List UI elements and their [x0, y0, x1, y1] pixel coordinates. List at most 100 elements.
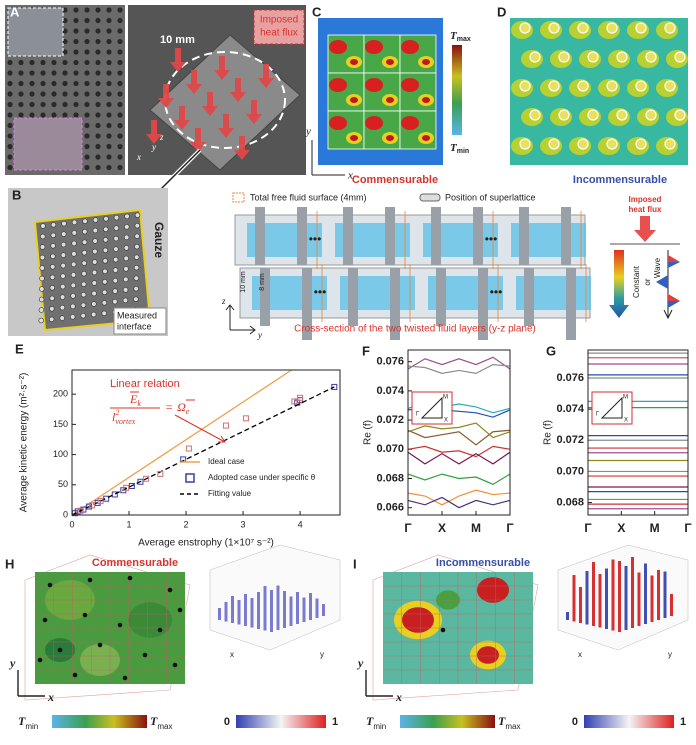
dots: ••• [309, 232, 322, 246]
bar-3d [263, 586, 267, 606]
axis-label: x [347, 170, 353, 182]
line [407, 429, 511, 446]
hole [59, 294, 66, 300]
height-label: 10 mm [240, 271, 247, 293]
bar-3d [592, 562, 595, 612]
panel-label: E [15, 341, 24, 356]
dot [57, 647, 63, 653]
hole [40, 91, 46, 97]
cell [327, 34, 365, 74]
marker-ring [635, 138, 647, 150]
blob [128, 602, 172, 638]
box [557, 544, 689, 651]
hole [112, 298, 118, 305]
hole [40, 233, 46, 240]
y-tick-label: 0.074 [376, 385, 404, 397]
bar-3d [315, 598, 319, 615]
dot [157, 627, 163, 633]
hole [106, 7, 112, 13]
hole [51, 91, 57, 97]
hole [91, 259, 98, 265]
heat-flux-label: heat flux [260, 28, 298, 39]
marker-ring [674, 51, 686, 63]
bar-3d [631, 557, 634, 607]
hole [117, 91, 123, 97]
hole [73, 7, 79, 13]
marker-ring [606, 80, 618, 92]
hole [106, 143, 112, 150]
hole [18, 70, 24, 76]
tmax: Tmax [150, 714, 172, 731]
y-tick-label: 0.068 [556, 496, 584, 508]
hole [95, 17, 101, 24]
hole [117, 28, 123, 34]
hole [117, 17, 123, 24]
hole [84, 28, 90, 34]
hole [69, 314, 76, 320]
bar-3d [218, 608, 221, 620]
hole [122, 297, 129, 304]
hole [117, 112, 123, 118]
bar-3d [644, 563, 647, 614]
hole [124, 213, 130, 220]
gauze-label: Gauze [152, 222, 166, 258]
y-tick-label: 0.068 [376, 472, 404, 484]
axis-label: y [668, 650, 672, 659]
formula-rhs: = Ωe [165, 400, 190, 417]
legend-swatch [232, 192, 245, 203]
hole [123, 255, 129, 262]
hole [134, 254, 140, 260]
hole [49, 295, 55, 301]
hole [123, 276, 129, 283]
axis-label: y [151, 142, 156, 152]
y-tick-label: 0.076 [376, 356, 404, 368]
hole [73, 112, 79, 118]
caption: Commensurable [352, 174, 438, 186]
bar-3d [624, 583, 628, 606]
arrow [258, 64, 274, 88]
panel-label: B [12, 187, 21, 202]
point [291, 398, 298, 405]
point [185, 445, 192, 452]
hole [95, 122, 101, 129]
max: max [457, 36, 471, 43]
hole [73, 91, 79, 97]
hole [71, 240, 77, 247]
marker-ring [635, 22, 647, 34]
sub: max [157, 722, 172, 731]
panel-label: G [546, 343, 556, 358]
hole [95, 143, 101, 150]
hole [49, 274, 56, 280]
hole [122, 287, 129, 293]
hot-spot [386, 97, 394, 103]
blob [80, 644, 120, 676]
hot-spot [350, 135, 358, 141]
arrow [170, 48, 186, 72]
hole [106, 133, 112, 139]
arrow [190, 128, 206, 152]
dots: ••• [490, 285, 503, 299]
sym: E [129, 392, 138, 406]
hole [117, 59, 123, 66]
hot-spot [401, 78, 419, 92]
cell [327, 72, 365, 112]
panel-label: C [312, 4, 322, 19]
hole [62, 59, 68, 66]
min: min [457, 148, 469, 155]
hole [7, 101, 13, 108]
schematic: ••• ••• ••• ••• [247, 207, 591, 340]
pillar [478, 268, 488, 340]
t: T [450, 30, 458, 42]
hole [84, 154, 90, 160]
marker-ring [674, 109, 686, 121]
zoom-box [7, 7, 64, 57]
tmin: Tmin [366, 714, 386, 731]
pillar [385, 207, 395, 265]
hole [102, 247, 109, 254]
dot [127, 575, 133, 581]
y-tick-label: 0.066 [376, 502, 404, 514]
hole [71, 230, 78, 236]
hot-spot [329, 78, 347, 92]
hole [95, 38, 101, 45]
